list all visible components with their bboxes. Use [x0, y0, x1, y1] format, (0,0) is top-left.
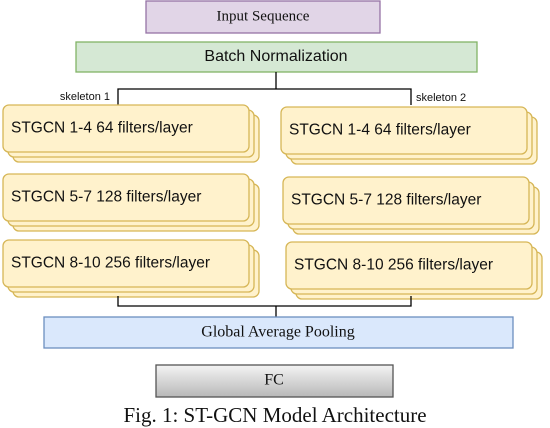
pooling-label: Global Average Pooling: [201, 324, 354, 341]
output-box: [155, 364, 394, 398]
stgcn-layer: [280, 106, 528, 155]
merge-connector: [117, 296, 412, 307]
stgcn-layer: [282, 176, 530, 225]
stgcn-layer: [285, 241, 533, 290]
stgcn-label: STGCN 1-4 64 filters/layer: [11, 120, 193, 137]
stgcn-label: STGCN 1-4 64 filters/layer: [289, 122, 471, 139]
normalization-box: [75, 41, 478, 73]
stgcn-layer: [2, 239, 250, 288]
branch-label: skeleton 2: [416, 92, 466, 104]
stgcn-layer: [2, 173, 250, 222]
split-connector: [117, 88, 412, 105]
input-label: Input Sequence: [217, 8, 310, 24]
stgcn-layer: [2, 104, 250, 153]
branch-label: skeleton 1: [60, 91, 110, 103]
branch-stacks: STGCN 1-4 64 filters/layer STGCN 5-7 128 …: [2, 104, 543, 300]
output-label: FC: [264, 372, 284, 389]
stgcn-label: STGCN 5-7 128 filters/layer: [291, 192, 481, 209]
normalization-label: Batch Normalization: [204, 48, 347, 65]
input-box: [145, 0, 381, 34]
stgcn-label: STGCN 8-10 256 filters/layer: [11, 255, 210, 272]
stgcn-label: STGCN 8-10 256 filters/layer: [294, 257, 493, 274]
figure-caption: Fig. 1: ST-GCN Model Architecture: [123, 403, 426, 427]
stgcn-label: STGCN 5-7 128 filters/layer: [11, 189, 201, 206]
pooling-box: [43, 316, 514, 349]
